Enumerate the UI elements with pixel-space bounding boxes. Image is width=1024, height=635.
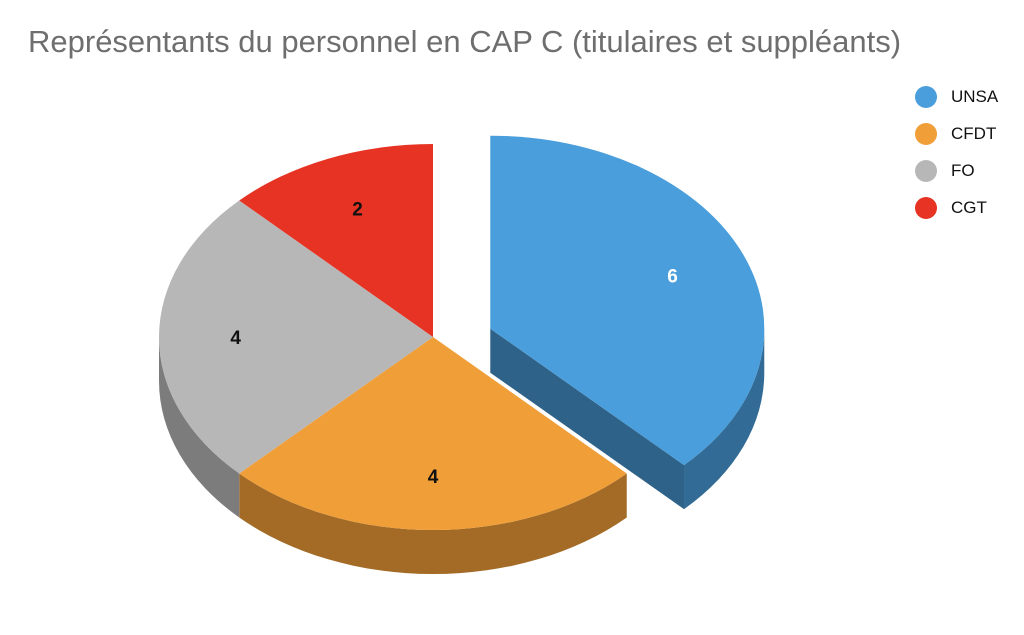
legend-label-cgt: CGT [951, 197, 987, 217]
legend-item-fo[interactable]: FO [915, 152, 1020, 189]
pie-label-cfdt: 4 [428, 467, 439, 488]
pie-slice-unsa[interactable] [490, 135, 765, 466]
legend-label-fo: FO [951, 160, 975, 180]
pie-label-fo: 4 [230, 328, 241, 349]
legend-item-cfdt[interactable]: CFDT [915, 115, 1020, 152]
legend-label-cfdt: CFDT [951, 123, 997, 143]
pie-slice-cfdt[interactable] [239, 337, 627, 530]
pie-tops [159, 135, 765, 530]
pie-sides [159, 328, 765, 574]
legend-swatch-unsa [915, 85, 937, 108]
legend: UNSA CFDT FO CGT [915, 78, 1020, 226]
pie-side-cfdt [239, 473, 627, 574]
legend-label-unsa: UNSA [951, 86, 999, 106]
pie-side-fo [159, 337, 240, 518]
legend-swatch-cgt [915, 196, 937, 219]
pie-slice-cgt[interactable] [239, 144, 433, 337]
legend-swatch-fo [915, 159, 937, 182]
legend-swatch-cfdt [915, 122, 937, 145]
pie-cut-face-unsa-1 [490, 328, 685, 510]
pie-side-unsa [684, 328, 765, 510]
chart-title: Représentants du personnel en CAP C (tit… [28, 24, 902, 59]
pie-slice-fo[interactable] [159, 200, 434, 474]
pie-label-cgt: 2 [352, 200, 363, 221]
pie-labels: 6 4 4 2 [230, 200, 677, 488]
legend-item-cgt[interactable]: CGT [915, 189, 1020, 226]
pie-label-unsa: 6 [667, 267, 678, 288]
legend-item-unsa[interactable]: UNSA [915, 78, 1020, 115]
